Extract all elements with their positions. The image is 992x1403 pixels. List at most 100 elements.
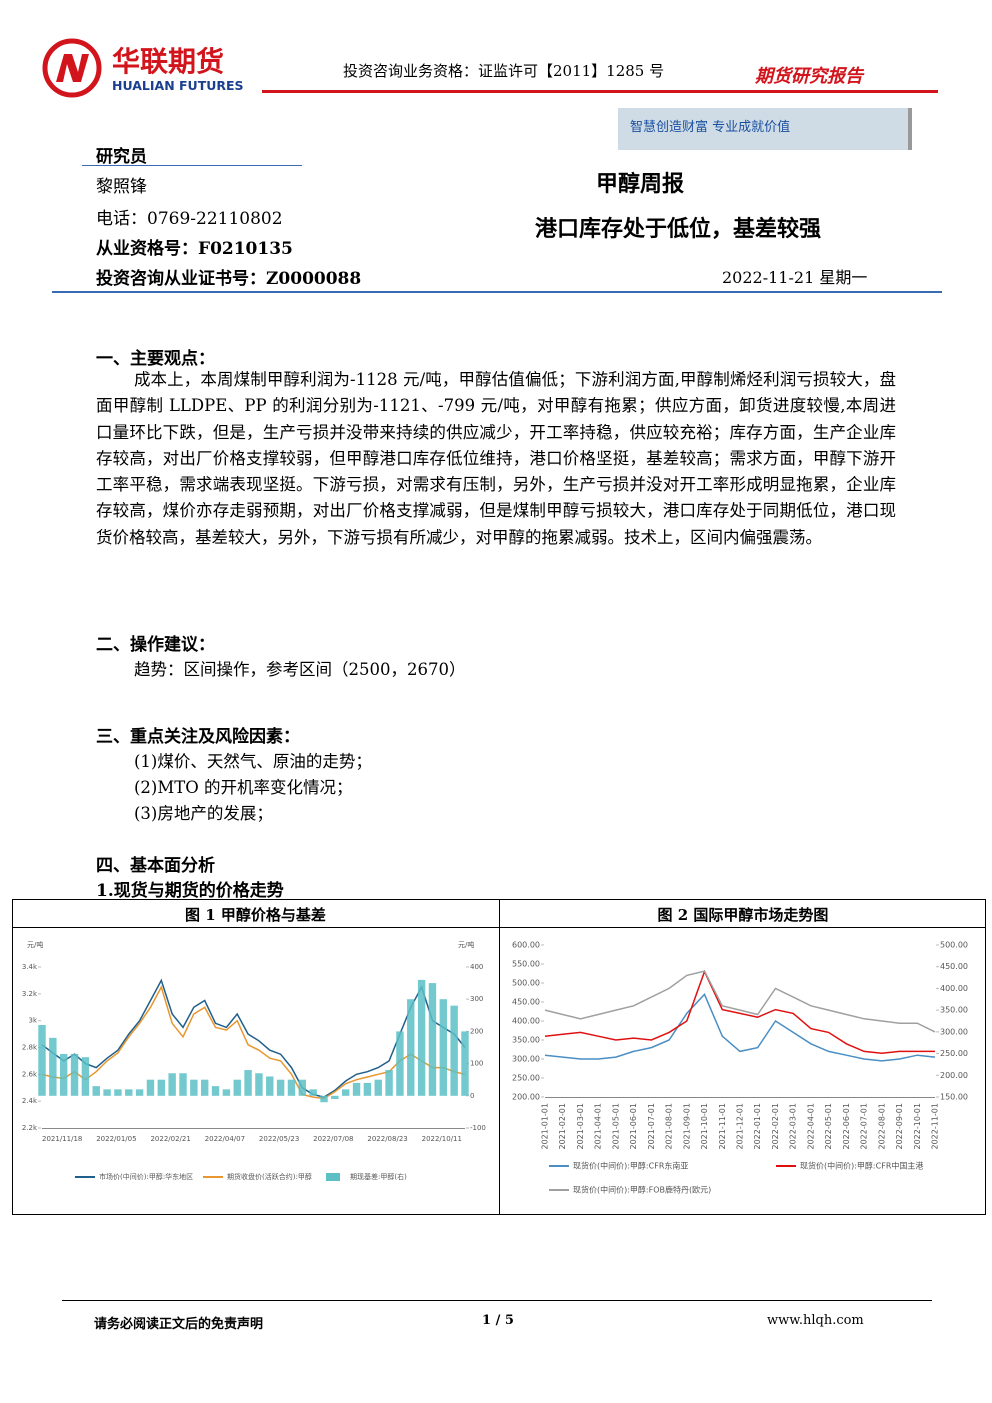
tick-label: 200.00: [940, 1071, 968, 1080]
axis-label: 元/吨: [27, 940, 43, 949]
legend-label: 现货价(中间价):甲醇:FOB鹿特丹(欧元): [573, 1185, 711, 1195]
x-tick-label: 2022/01/05: [96, 1135, 136, 1143]
bar: [135, 1089, 144, 1096]
list-item: (1)煤价、天然气、原油的走势；: [134, 752, 372, 771]
bar: [320, 1095, 328, 1103]
x-tick-label: 2021-02-01: [558, 1103, 567, 1150]
footer-rule: [62, 1300, 932, 1301]
bar: [49, 1037, 57, 1096]
tick-label: 250.00: [512, 1074, 540, 1083]
legend-label: 现货价(中间价):甲醇:CFR中国主港: [800, 1161, 923, 1171]
tick-label: 3.2k: [22, 990, 38, 998]
bar: [276, 1079, 285, 1096]
figure-title: 图 2 国际甲醇市场走势图: [657, 906, 829, 924]
bar: [298, 1079, 307, 1096]
bar: [461, 1031, 469, 1096]
x-tick-label: 2022/05/23: [259, 1135, 299, 1143]
paragraph: 成本上，本周煤制甲醇利润为-1128 元/吨，甲醇估值偏低；下游利润方面,甲醇制…: [96, 370, 896, 547]
bar: [125, 1089, 133, 1096]
x-tick-label: 2021-09-01: [682, 1103, 691, 1150]
bar: [352, 1082, 361, 1096]
bar: [103, 1089, 111, 1096]
bar: [450, 1005, 458, 1096]
x-tick-label: 2021-05-01: [611, 1103, 620, 1150]
x-tick-label: 2021-06-01: [629, 1103, 638, 1150]
bar: [211, 1086, 220, 1096]
report-subtitle: 港口库存处于低位，基差较强: [535, 217, 822, 242]
bar: [168, 1073, 176, 1096]
x-tick-label: 2022-02-01: [771, 1103, 780, 1150]
list-item: (2)MTO 的开机率变化情况；: [134, 778, 353, 797]
bar: [396, 1031, 404, 1096]
report-title: 甲醇周报: [596, 172, 685, 197]
tick-label: 2.8k: [22, 1044, 38, 1052]
date: 2022-11-21 星期一: [722, 268, 868, 287]
bar: [81, 1057, 90, 1096]
bar: [385, 1070, 393, 1096]
x-tick-label: 2022/08/23: [367, 1135, 407, 1143]
x-tick-label: 2021-11-01: [718, 1103, 727, 1150]
legend-label: 期现基差:甲醇(右): [350, 1172, 407, 1181]
tick-label: 100: [470, 1060, 483, 1068]
x-tick-label: 2022-01-01: [753, 1103, 762, 1150]
line: [544, 970, 936, 1033]
section-heading: 一、主要观点：: [96, 349, 215, 369]
bar: [407, 999, 415, 1096]
x-tick-label: 2021/11/18: [42, 1135, 82, 1143]
line: [41, 978, 466, 1098]
x-tick-label: 2022/04/07: [205, 1135, 245, 1143]
legend-swatch: [326, 1173, 340, 1181]
qualification: 投资咨询业务资格：证监许可【2011】1285 号: [343, 62, 665, 80]
tick-label: 2.4k: [22, 1097, 38, 1105]
tick-label: 550.00: [512, 960, 540, 969]
x-tick-label: 2022/10/11: [422, 1135, 462, 1143]
logo-en: HUALIAN FUTURES: [112, 78, 244, 93]
logo-cn: 华联期货: [112, 45, 225, 78]
tick-label: 350.00: [940, 1006, 968, 1015]
figure-divider: [12, 927, 986, 928]
bar: [200, 1079, 209, 1096]
list-item: (3)房地产的发展；: [134, 804, 273, 823]
tick-label: 150.00: [940, 1093, 968, 1102]
x-tick-label: 2022-11-01: [931, 1103, 940, 1150]
list-item: 趋势：区间操作，参考区间（2500，2670）: [134, 660, 466, 679]
bar: [92, 1086, 100, 1096]
bar: [38, 1024, 46, 1096]
bar: [222, 1089, 231, 1096]
x-tick-label: 2022-10-01: [913, 1103, 922, 1150]
legend-label: 期货收盘价(活跃合约):甲醇: [227, 1172, 312, 1181]
bar: [287, 1079, 296, 1096]
tick-label: 300: [470, 995, 483, 1003]
tick-label: 3k: [28, 1017, 37, 1025]
bar: [70, 1053, 79, 1096]
x-tick-label: 2022-09-01: [895, 1103, 904, 1150]
page-number: 1 / 5: [482, 1313, 514, 1328]
x-tick-label: 2022-05-01: [824, 1103, 833, 1150]
url: www.hlqh.com: [767, 1313, 864, 1328]
bar: [266, 1076, 274, 1096]
tick-label: 250.00: [940, 1049, 968, 1058]
section-heading: 四、基本面分析: [96, 856, 215, 876]
tick-label: 200.00: [512, 1093, 540, 1102]
section-heading: 二、操作建议：: [96, 635, 215, 655]
bar: [255, 1073, 263, 1096]
tick-label: 500.00: [512, 979, 540, 988]
axis-label: 元/吨: [458, 940, 474, 949]
chart: 2.2k 2.4k 2.6k 2.8k 3k 3.2k 3.4k -100 0 100 200 300…: [22, 940, 486, 1181]
x-tick-label: 2021-01-01: [541, 1103, 550, 1150]
disclaimer: 请务必阅读正文后的免责声明: [94, 1317, 264, 1332]
slogan-banner: [618, 108, 912, 150]
legend-label: 现货价(中间价):甲醇:CFR东南亚: [573, 1161, 688, 1171]
bar: [59, 1053, 68, 1096]
x-tick-label: 2022-08-01: [877, 1103, 886, 1150]
figure-divider: [499, 899, 500, 1215]
bar: [146, 1079, 155, 1096]
bar: [114, 1089, 122, 1096]
tick-label: 450.00: [940, 962, 968, 971]
tick-label: 500.00: [940, 941, 968, 950]
header-rule: [262, 90, 938, 93]
x-tick-label: 2022-07-01: [860, 1103, 869, 1150]
bar: [341, 1089, 350, 1096]
x-tick-label: 2021-04-01: [594, 1103, 603, 1150]
tick-label: 300.00: [512, 1055, 540, 1064]
